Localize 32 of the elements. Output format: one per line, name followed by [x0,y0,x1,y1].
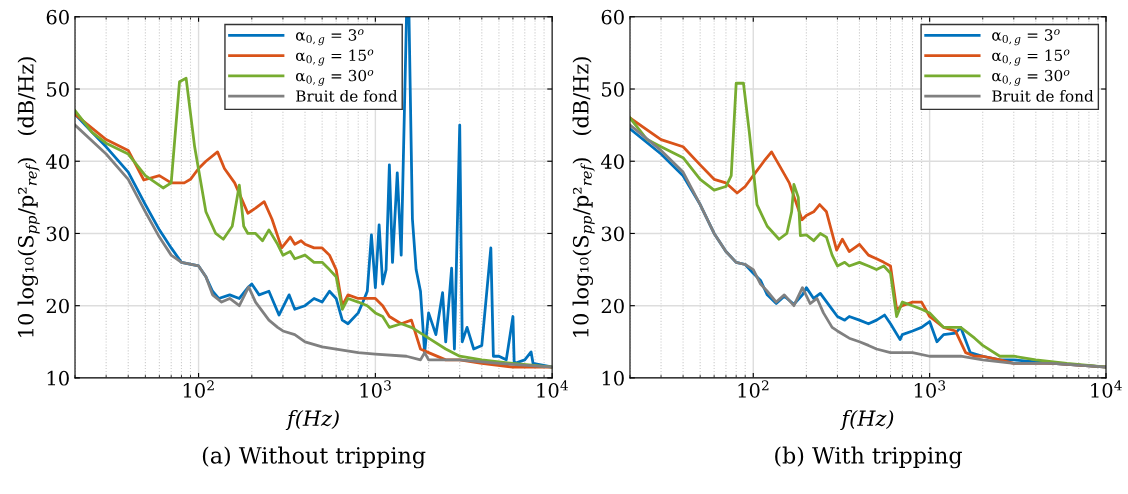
y-tick-label: 40 [46,154,69,169]
legend-label: α$_{0,g}$ = 30$^{o}$ [295,69,374,86]
legend-label: α$_{0,g}$ = 15$^{o}$ [992,49,1070,66]
legend-label: α$_{0,g}$ = 3$^{o}$ [992,29,1060,46]
x-tick-label: 10$^{3}$ [360,380,391,398]
y-tick-label: 10 [47,370,69,386]
x-axis-title: f(Hz) [840,409,894,431]
y-tick-label: 50 [47,81,69,97]
legend-label: Bruit de fond [992,89,1094,102]
y-axis-title: 10 log₁₀(S$_{pp}$/p²$_{ref}$) (dB/Hz) [572,57,595,337]
legend-label: α$_{0,g}$ = 15$^{o}$ [295,49,374,66]
x-tick-label: 10$^{4}$ [1091,380,1122,398]
y-tick-label: 20 [46,298,69,314]
x-axis-title: f(Hz) [285,409,339,431]
x-tick-label: 10$^{3}$ [914,380,946,398]
text: (a) Without tripping [202,446,426,469]
x-tick-label: 10$^{2}$ [738,380,769,398]
y-tick-label: 30 [46,226,69,242]
y-tick-label: 50 [602,81,624,97]
legend-label: Bruit de fond [296,89,398,102]
y-tick-label: 20 [601,298,624,314]
legend-label: α$_{0,g}$ = 30$^{o}$ [992,69,1070,86]
y-tick-label: 60 [46,9,69,25]
y-tick-label: 30 [601,226,624,242]
legend-label: α$_{0,g}$ = 3$^{o}$ [295,29,364,46]
x-tick-label: 10$^{4}$ [537,380,568,398]
y-tick-label: 10 [602,370,624,386]
y-axis-title: 10 log₁₀(S$_{pp}$/p²$_{ref}$) (dB/Hz) [17,57,40,337]
y-tick-label: 60 [601,9,624,25]
y-tick-label: 40 [600,154,624,169]
text: (b) With tripping [775,446,962,469]
x-tick-label: 10$^{2}$ [183,380,214,398]
